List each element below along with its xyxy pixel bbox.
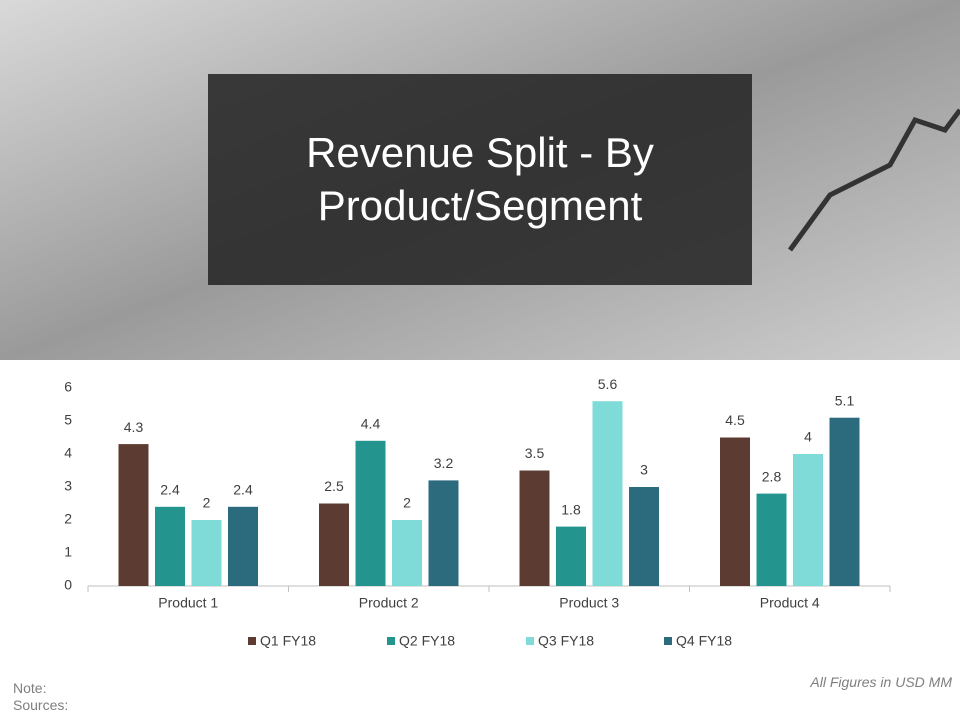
bar <box>428 480 459 586</box>
data-label: 2.4 <box>160 482 180 498</box>
bar <box>519 470 550 586</box>
bar <box>556 526 586 586</box>
bar <box>793 454 823 586</box>
bar <box>829 417 860 586</box>
bar <box>118 444 149 586</box>
data-label: 5.1 <box>835 392 855 408</box>
title-box: Revenue Split - By Product/Segment <box>208 74 752 285</box>
y-tick-label: 6 <box>64 379 72 395</box>
x-tick-label: Product 1 <box>158 595 218 611</box>
legend-swatch <box>664 637 672 645</box>
y-tick-label: 1 <box>64 544 72 560</box>
units-note: All Figures in USD MM <box>810 674 952 690</box>
data-label: 2 <box>403 495 411 511</box>
note: Note: <box>13 680 47 696</box>
sources: Sources: <box>13 697 69 713</box>
x-tick-label: Product 3 <box>559 595 619 611</box>
data-label: 1.8 <box>561 501 581 517</box>
data-label: 3.2 <box>434 455 454 471</box>
y-tick-label: 2 <box>64 511 72 527</box>
legend-swatch <box>387 637 395 645</box>
bar <box>191 520 222 586</box>
bar <box>319 503 349 586</box>
legend-label: Q3 FY18 <box>538 633 594 649</box>
y-tick-label: 5 <box>64 412 72 428</box>
legend-swatch <box>526 637 534 645</box>
photo-decoration <box>787 108 960 252</box>
data-label: 3 <box>640 462 648 478</box>
data-label: 2 <box>203 495 211 511</box>
data-label: 4.4 <box>361 416 381 432</box>
x-tick-label: Product 4 <box>760 595 820 611</box>
data-label: 3.5 <box>525 445 545 461</box>
chart-title: Revenue Split - By Product/Segment <box>306 129 654 229</box>
data-label: 2.8 <box>762 468 782 484</box>
data-label: 4.5 <box>725 412 745 428</box>
legend-label: Q1 FY18 <box>260 633 316 649</box>
data-label: 2.5 <box>324 478 344 494</box>
legend-label: Q4 FY18 <box>676 633 732 649</box>
bar <box>228 506 258 586</box>
bar <box>355 440 386 586</box>
bar <box>155 506 185 586</box>
bar <box>720 437 750 586</box>
x-tick-label: Product 2 <box>359 595 419 611</box>
bar <box>629 487 659 586</box>
bar <box>392 520 422 586</box>
legend-label: Q2 FY18 <box>399 633 455 649</box>
bar <box>592 401 623 586</box>
data-label: 2.4 <box>233 482 253 498</box>
legend-swatch <box>248 637 256 645</box>
data-label: 5.6 <box>598 376 618 392</box>
data-label: 4.3 <box>124 419 144 435</box>
y-tick-label: 4 <box>64 445 72 461</box>
y-tick-label: 0 <box>64 577 72 593</box>
data-label: 4 <box>804 429 812 445</box>
bar <box>756 493 787 586</box>
y-tick-label: 3 <box>64 478 72 494</box>
